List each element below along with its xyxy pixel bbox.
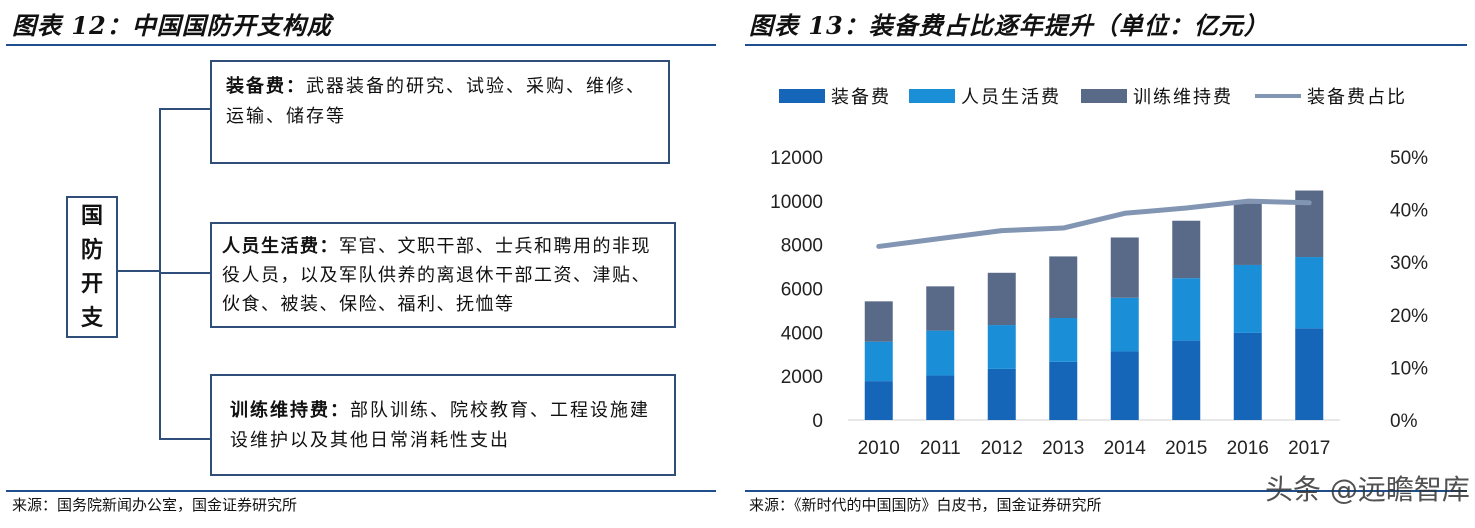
connector-equipment: [159, 108, 211, 110]
box-personnel-cost: 人员生活费：军官、文职干部、士兵和聘用的非现役人员，以及军队供养的离退休干部工资…: [210, 222, 676, 328]
bar-equipment: [1110, 351, 1139, 420]
legend-swatch-training: [1081, 89, 1127, 103]
box-text: 部队训练、院校教育、工程设施建设维护以及其他日常消耗性支出: [230, 400, 650, 451]
ratio-line: [876, 198, 1312, 249]
bar-personnel: [864, 341, 893, 382]
left-bottom-rule: [6, 490, 716, 492]
legend-label: 装备费占比: [1307, 87, 1407, 108]
y2-tick-label: 10%: [1390, 358, 1428, 379]
legend-swatch-ratio: [1255, 94, 1301, 98]
root-char: 开: [80, 271, 103, 297]
box-training-cost: 训练维持费：部队训练、院校教育、工程设施建设维护以及其他日常消耗性支出: [210, 374, 676, 476]
y2-tick-label: 30%: [1390, 253, 1428, 274]
bar-equipment: [1233, 332, 1262, 420]
bar-equipment: [1172, 340, 1201, 420]
left-source: 来源：国务院新闻办公室，国金证券研究所: [12, 496, 298, 514]
legend-label: 装备费: [831, 87, 891, 108]
legend-swatch-personnel: [909, 89, 955, 103]
box-heading: 人员生活费：: [222, 236, 339, 257]
y-tick-label: 0: [812, 411, 823, 432]
left-title-rule: [6, 44, 716, 46]
x-tick-label: 2011: [920, 438, 961, 459]
left-title: 图表 12：中国国防开支构成: [12, 11, 332, 40]
box-text: 武器装备的研究、试验、采购、维修、运输、储存等: [226, 76, 646, 127]
y-tick-label: 12000: [770, 148, 823, 169]
x-tick-label: 2017: [1288, 438, 1330, 459]
connector-vertical: [159, 108, 161, 440]
root-char: 防: [80, 237, 103, 263]
left-panel: 图表 12：中国国防开支构成 国 防 开 支 装备费：武器装备的研究、试验、采购…: [0, 0, 718, 528]
box-heading: 装备费：: [226, 76, 306, 97]
bar-equipment: [864, 381, 893, 420]
legend-personnel: 人员生活费: [909, 83, 1061, 109]
x-tick-label: 2014: [1104, 438, 1147, 459]
x-tick-label: 2012: [981, 438, 1023, 459]
legend-label: 训练维持费: [1133, 87, 1233, 108]
legend-ratio: 装备费占比: [1255, 83, 1407, 109]
y2-tick-label: 0%: [1390, 411, 1418, 432]
y-tick-label: 10000: [770, 192, 823, 213]
legend-equipment: 装备费: [779, 83, 891, 109]
bar-equipment: [1049, 361, 1078, 420]
y-tick-label: 6000: [781, 280, 823, 301]
root-char: 国: [80, 203, 103, 229]
connector-personnel: [159, 272, 211, 274]
right-panel: 图表 13：装备费占比逐年提升（单位：亿元） 装备费 人员生活费 训练维持费 装…: [745, 0, 1475, 528]
bar-training: [1049, 256, 1078, 318]
y-tick-label: 2000: [781, 367, 823, 388]
bar-training: [864, 301, 893, 342]
bar-training: [1172, 220, 1201, 279]
bar-training: [1233, 203, 1262, 265]
watermark-text: 头条 @远瞻智库: [1265, 473, 1470, 506]
root-box-defense-spending: 国 防 开 支: [66, 196, 118, 338]
bar-personnel: [926, 330, 955, 376]
bar-personnel: [1110, 297, 1139, 352]
bar-personnel: [1172, 278, 1201, 341]
right-title: 图表 13：装备费占比逐年提升（单位：亿元）: [749, 11, 1269, 40]
x-tick-label: 2015: [1165, 438, 1207, 459]
box-equipment-cost: 装备费：武器装备的研究、试验、采购、维修、运输、储存等: [210, 60, 670, 164]
bar-personnel: [1233, 264, 1262, 333]
right-title-rule: [745, 44, 1467, 46]
x-tick-label: 2013: [1042, 438, 1084, 459]
right-source: 来源：《新时代的中国国防》白皮书，国金证券研究所: [749, 496, 1102, 514]
y2-tick-label: 50%: [1390, 148, 1428, 169]
legend-training: 训练维持费: [1081, 83, 1233, 109]
box-text: 军官、文职干部、士兵和聘用的非现役人员，以及军队供养的离退休干部工资、津贴、伙食…: [222, 236, 651, 315]
connector-training: [159, 438, 211, 440]
bar-equipment: [1295, 328, 1324, 420]
stacked-bar-chart: 0 2000 4000 6000 8000 10000 12000 0% 10% 20% 30% 40…: [770, 148, 1428, 459]
y2-tick-label: 20%: [1390, 306, 1428, 327]
x-tick-label: 2016: [1227, 438, 1269, 459]
right-bottom-rule: [745, 490, 1467, 492]
bar-training: [987, 272, 1016, 326]
box-heading: 训练维持费：: [230, 400, 350, 421]
bar-equipment: [926, 375, 955, 420]
y2-tick-label: 40%: [1390, 201, 1428, 222]
bar-personnel: [1295, 257, 1324, 329]
bar-training: [926, 286, 955, 331]
legend-label: 人员生活费: [961, 87, 1061, 108]
x-tick-label: 2010: [858, 438, 900, 459]
connector-root: [118, 270, 160, 272]
y-tick-label: 8000: [781, 236, 823, 257]
bar-training: [1110, 237, 1139, 298]
bar-personnel: [1049, 317, 1078, 362]
legend-swatch-equipment: [779, 89, 825, 103]
y-tick-label: 4000: [781, 323, 823, 344]
bar-equipment: [987, 368, 1016, 420]
root-char: 支: [80, 305, 103, 331]
bar-personnel: [987, 325, 1016, 369]
